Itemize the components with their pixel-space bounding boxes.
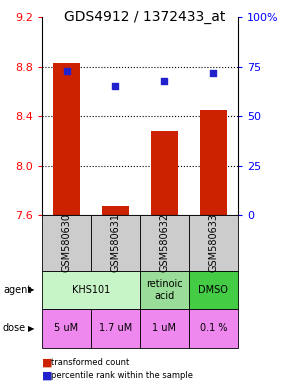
Text: agent: agent: [3, 285, 31, 295]
Text: 5 uM: 5 uM: [55, 323, 79, 333]
Text: KHS101: KHS101: [72, 285, 110, 295]
Text: 1.7 uM: 1.7 uM: [99, 323, 132, 333]
Point: [162, 78, 167, 84]
Text: 1 uM: 1 uM: [152, 323, 176, 333]
Text: GSM580631: GSM580631: [110, 214, 120, 272]
Text: dose: dose: [3, 323, 26, 333]
Text: 0.1 %: 0.1 %: [200, 323, 227, 333]
Text: percentile rank within the sample: percentile rank within the sample: [51, 371, 193, 380]
Text: ■: ■: [42, 371, 52, 381]
Text: transformed count: transformed count: [51, 358, 129, 367]
Point: [113, 83, 118, 89]
Text: ▶: ▶: [28, 324, 35, 333]
Text: DMSO: DMSO: [198, 285, 228, 295]
Bar: [200, 110, 227, 215]
Bar: [53, 63, 80, 215]
Text: ■: ■: [42, 358, 52, 368]
Bar: [102, 206, 129, 215]
Bar: [151, 131, 178, 215]
Text: GDS4912 / 1372433_at: GDS4912 / 1372433_at: [64, 10, 226, 23]
Text: ▶: ▶: [28, 285, 35, 295]
Text: GSM580630: GSM580630: [61, 214, 72, 272]
Point: [64, 68, 69, 74]
Text: GSM580633: GSM580633: [208, 214, 218, 272]
Text: retinoic
acid: retinoic acid: [146, 279, 183, 301]
Text: GSM580632: GSM580632: [160, 214, 169, 272]
Point: [211, 70, 216, 76]
